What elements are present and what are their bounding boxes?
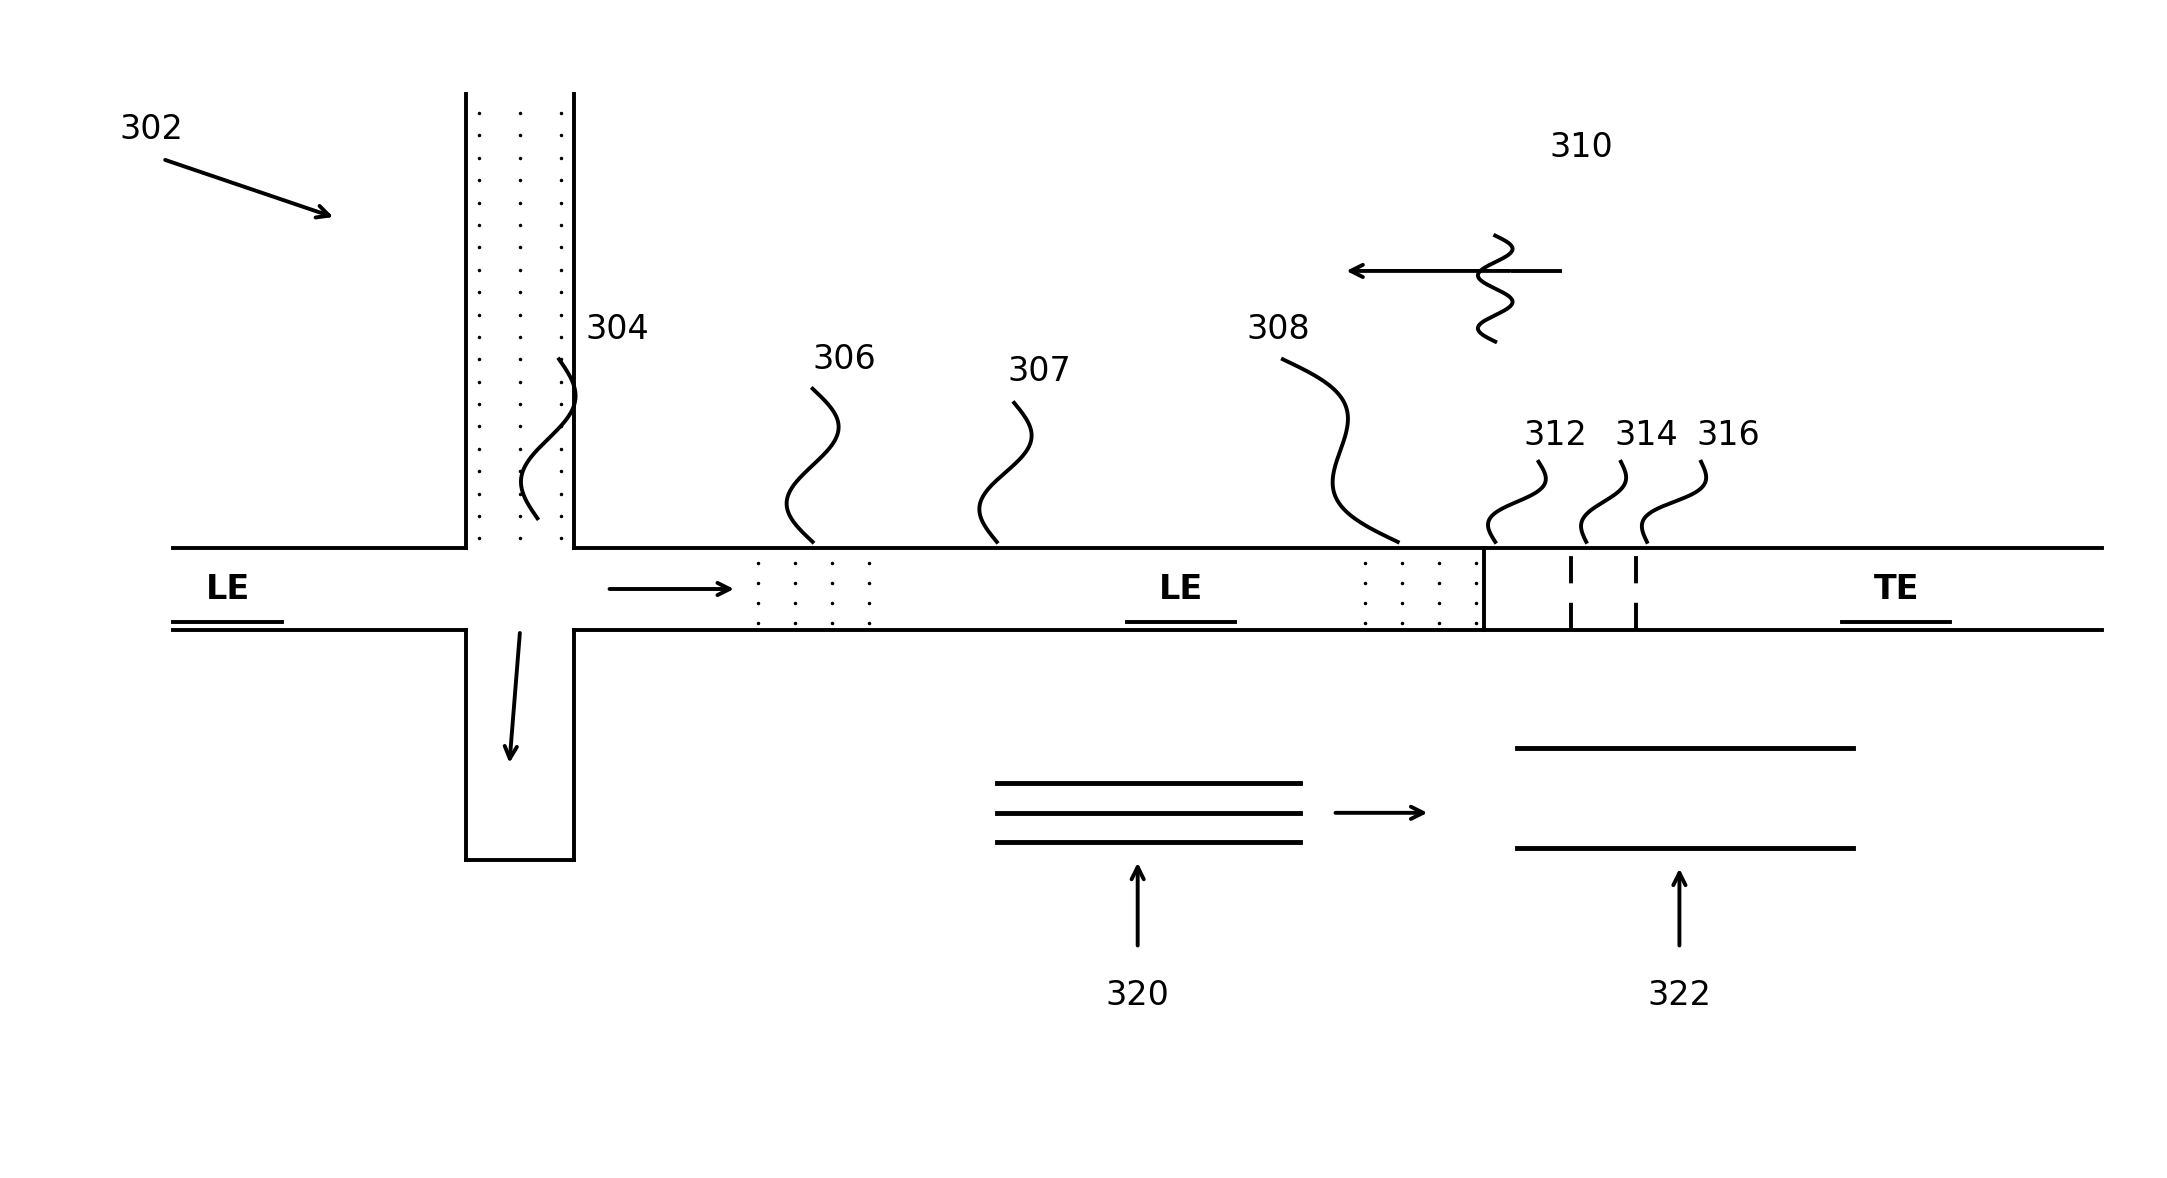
Text: 310: 310 (1549, 131, 1612, 164)
Text: 302: 302 (119, 113, 182, 146)
Text: 322: 322 (1647, 979, 1712, 1012)
Text: 312: 312 (1523, 419, 1586, 452)
Text: 307: 307 (1008, 355, 1070, 388)
Text: 308: 308 (1246, 313, 1309, 346)
Text: LE: LE (206, 573, 249, 605)
Text: LE: LE (1159, 573, 1203, 605)
Text: 304: 304 (585, 313, 648, 346)
Text: TE: TE (1874, 573, 1918, 605)
Text: 314: 314 (1614, 419, 1677, 452)
Text: 316: 316 (1697, 419, 1760, 452)
Text: 306: 306 (813, 343, 875, 376)
Text: 320: 320 (1105, 979, 1170, 1012)
